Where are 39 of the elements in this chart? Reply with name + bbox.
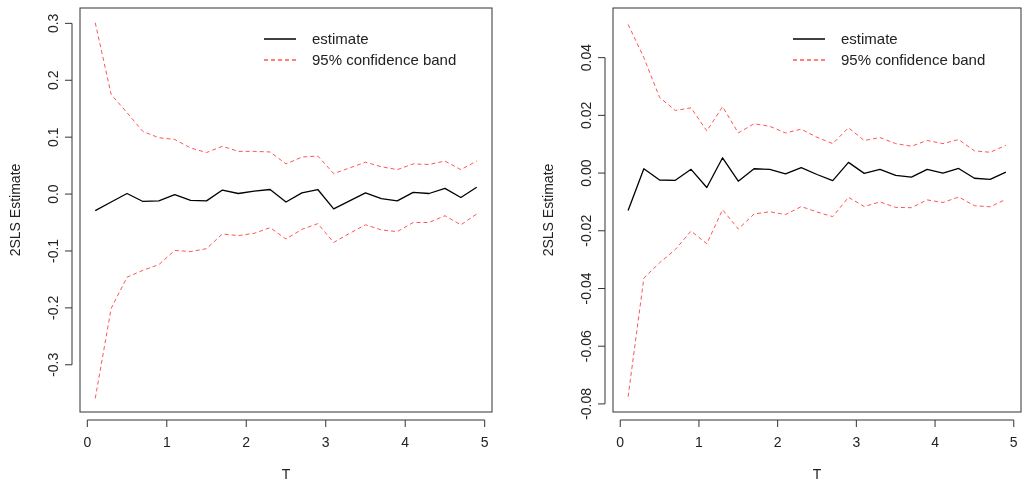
x-tick-label: 0 [616,434,625,450]
y-tick-label: 0.00 [578,159,594,187]
x-tick-label: 4 [931,434,940,450]
x-tick-label: 1 [162,434,171,450]
y-tick-label: 0.2 [45,70,61,90]
y-tick-label: -0.04 [578,272,594,305]
line-series [627,157,1007,212]
y-axis-title: 2SLS Estimate [540,163,556,257]
x-axis-title: T [281,466,291,482]
x-tick-label: 0 [83,434,92,450]
line-series [94,213,478,399]
x-tick-label: 3 [321,434,330,450]
legend-label: estimate [841,30,898,47]
y-tick-label: 0.1 [45,127,61,147]
line-series [627,23,1007,153]
y-tick-label: 0.04 [578,43,594,72]
legend-label: 95% confidence band [841,51,986,68]
y-tick-label: -0.3 [45,352,61,377]
y-tick-label: -0.1 [45,238,61,264]
x-tick-label: 4 [401,434,410,450]
y-tick-label: 0.3 [45,13,61,34]
line-series [94,186,478,212]
x-tick-label: 1 [695,434,704,450]
y-tick-label: -0.2 [45,295,61,320]
x-tick-label: 5 [480,434,489,450]
y-tick-label: 0.02 [578,101,594,129]
y-tick-label: -0.02 [578,214,594,247]
x-tick-label: 5 [1009,434,1018,450]
legend-label: 95% confidence band [312,51,457,68]
legend-label: estimate [312,30,369,47]
y-tick-label: -0.06 [578,330,594,363]
y-tick-label: -0.08 [578,387,594,420]
x-axis-title: T [812,466,822,482]
y-axis-title: 2SLS Estimate [7,163,23,257]
x-tick-label: 3 [852,434,861,450]
x-tick-label: 2 [242,434,251,450]
y-tick-label: 0.0 [45,184,61,204]
x-tick-label: 2 [773,434,782,450]
line-series [94,22,478,175]
